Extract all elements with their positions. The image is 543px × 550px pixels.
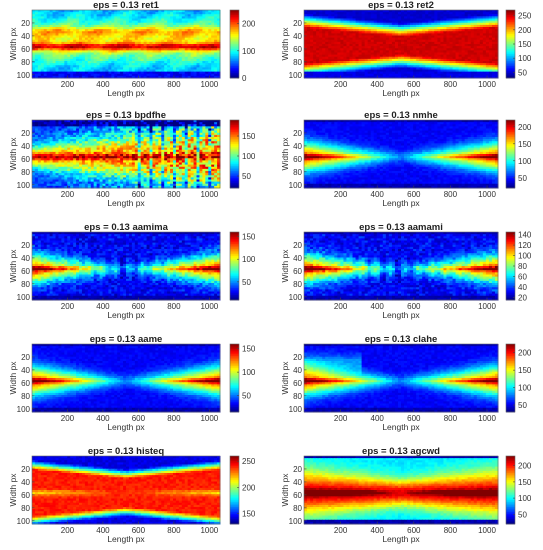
y-tick-label: 20 bbox=[293, 19, 302, 28]
x-axis-label: Length px bbox=[107, 88, 145, 98]
colorbar-tick-label: 50 bbox=[518, 68, 527, 77]
y-tick-label: 60 bbox=[21, 45, 30, 54]
panel-title: eps = 0.13 ret1 bbox=[93, 0, 159, 11]
y-tick-label: 40 bbox=[21, 32, 30, 41]
colorbar-tick-label: 250 bbox=[518, 12, 532, 21]
x-tick-label: 200 bbox=[61, 80, 75, 89]
y-tick-label: 80 bbox=[293, 58, 302, 67]
panel-bpdfhe: eps = 0.13 bpdfhe200 400 600 800 10002040608… bbox=[8, 110, 256, 208]
y-tick-label: 80 bbox=[21, 58, 30, 67]
panel-title: eps = 0.13 ret2 bbox=[368, 0, 434, 11]
heatmap-cells bbox=[32, 120, 221, 189]
x-tick-label: 1000 bbox=[200, 80, 218, 89]
y-axis-label: Width px bbox=[8, 27, 18, 61]
heatmap-cells bbox=[304, 10, 499, 79]
x-tick-label: 800 bbox=[167, 80, 181, 89]
x-tick-label: 800 bbox=[444, 80, 458, 89]
y-axis-label: Width px bbox=[280, 27, 290, 61]
x-axis-label: Length px bbox=[382, 88, 420, 98]
y-tick-label: 100 bbox=[289, 71, 303, 80]
colorbar-tick-label: 100 bbox=[518, 54, 532, 63]
y-tick-label: 20 bbox=[21, 19, 30, 28]
panel-title: eps = 0.13 bpdfhe bbox=[86, 110, 166, 121]
y-tick-label: 40 bbox=[293, 32, 302, 41]
colorbar-tick-label: 150 bbox=[518, 40, 532, 49]
y-tick-label: 60 bbox=[293, 45, 302, 54]
colorbar-tick-label: 0 bbox=[242, 74, 247, 83]
colorbar-tick-label: 200 bbox=[518, 26, 532, 35]
x-tick-label: 200 bbox=[334, 80, 348, 89]
colorbar-tick-label: 200 bbox=[242, 20, 256, 29]
colorbar: 50 100 150 200 250 bbox=[506, 10, 532, 78]
x-tick-label: 1000 bbox=[478, 80, 496, 89]
heatmap-cells bbox=[32, 10, 221, 79]
colorbar: 0 100 200 bbox=[230, 10, 256, 83]
y-tick-label: 100 bbox=[17, 71, 31, 80]
colorbar-tick-label: 100 bbox=[242, 47, 256, 56]
